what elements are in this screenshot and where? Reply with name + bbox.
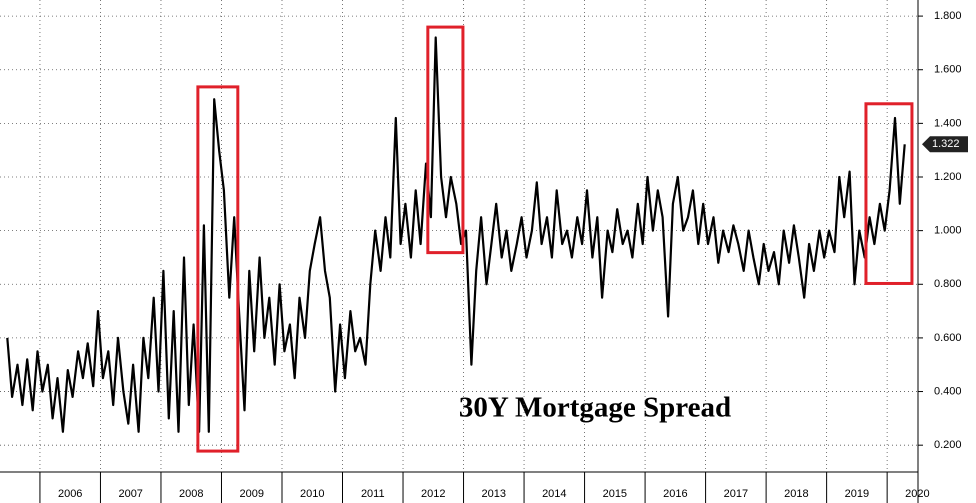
- x-tick-label: 2018: [784, 488, 808, 500]
- highlight-box: [426, 25, 465, 255]
- y-tick-label: 1.200: [934, 171, 962, 183]
- x-tick-label: 2008: [179, 488, 203, 500]
- last-value-tag: [922, 136, 968, 153]
- x-tick-label: 2010: [300, 488, 324, 500]
- last-value-label: 1.322: [932, 138, 960, 150]
- y-tick-label: 1.600: [934, 64, 962, 76]
- y-tick-label: 0.200: [934, 439, 962, 451]
- y-tick-label: 1.000: [934, 225, 962, 237]
- y-tick-label: 0.600: [934, 332, 962, 344]
- x-tick-label: 2014: [542, 488, 566, 500]
- chart-title: 30Y Mortgage Spread: [459, 392, 731, 424]
- series-line: [6, 36, 906, 433]
- x-tick-label: 2015: [603, 488, 627, 500]
- x-tick-label: 2006: [58, 488, 82, 500]
- x-tick-label: 2009: [239, 488, 263, 500]
- x-tick-label: 2007: [118, 488, 142, 500]
- x-tick-label: 2020: [905, 488, 929, 500]
- highlight-box: [196, 85, 240, 453]
- highlight-box: [864, 102, 914, 285]
- x-tick-label: 2013: [482, 488, 506, 500]
- x-tick-label: 2016: [663, 488, 687, 500]
- x-tick-label: 2012: [421, 488, 445, 500]
- x-tick-label: 2019: [845, 488, 869, 500]
- x-tick-label: 2011: [361, 488, 385, 500]
- y-tick-label: 0.800: [934, 278, 962, 290]
- y-tick-label: 1.800: [934, 10, 962, 22]
- x-tick-label: 2017: [724, 488, 748, 500]
- y-tick-label: 1.400: [934, 117, 962, 129]
- y-tick-label: 0.400: [934, 385, 962, 397]
